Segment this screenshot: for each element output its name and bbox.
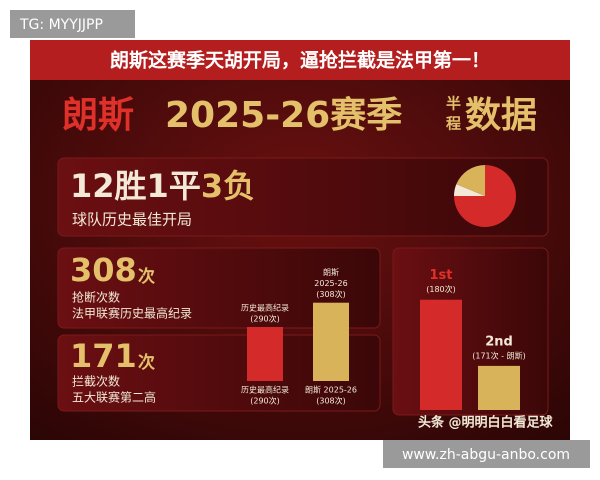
x-tick-label: (308次) [316,396,346,406]
rank-panel [392,247,549,416]
title-half: 半 [446,95,461,113]
record-note: 球队历史最佳开局 [72,211,192,229]
wins: 12胜 [70,167,147,205]
bar-annotation: 2025-26 [314,279,347,288]
interceptions-unit: 次 [138,352,155,373]
interceptions-note: 五大联赛第二高 [72,390,156,405]
tackles-number: 308 [70,251,137,289]
bar [420,299,462,410]
watermark-bg [10,10,135,38]
x-tick-label: 历史最高纪录 [241,385,289,395]
losses: 3负 [201,167,255,205]
pie-slice [454,184,485,196]
interceptions-label: 拦截次数 [72,374,120,389]
interceptions-number: 171 [70,337,137,375]
bar-annotation: 朗斯 [323,267,339,277]
bar-annotation: 历史最高纪录 [241,303,289,313]
value-label: (171次 - 朗斯) [472,350,525,360]
record: 12胜1平3负 [70,167,255,205]
title-suffix: 数据 [465,95,537,136]
interceptions-panel [57,334,381,412]
footer: 头条 @明明白白看足球 [418,415,554,431]
x-tick-label: 朗斯 2025-26 [305,385,357,395]
tackles-note: 法甲联赛历史最高纪录 [72,306,192,321]
bar-annotation: (290次) [250,314,280,324]
bar [247,327,283,381]
pie-slice [456,165,485,196]
watermark: TG: MYYJJPP [19,17,103,33]
tackles-unit: 次 [138,266,155,287]
x-tick-label: (290次) [250,396,280,406]
rank-label: 2nd [485,334,513,349]
url: www.zh-abgu-anbo.com [402,447,570,463]
tackles-label: 抢断次数 [72,290,120,305]
draws: 1平 [147,167,201,205]
bar-annotation: (308次) [316,289,346,299]
title-team: 朗斯 [62,95,134,136]
value-label: (180次) [426,284,456,294]
banner-bg [30,40,570,80]
title-half: 程 [446,115,461,133]
tackles-panel [57,247,381,329]
bar [313,302,349,381]
title-season: 2025-26赛季 [165,95,402,136]
rank-label: 1st [430,268,453,283]
url-bg [383,440,590,468]
record-panel [57,157,549,237]
banner: 朗斯这赛季天胡开局，逼抢拦截是法甲第一！ [110,49,490,72]
bar [478,365,520,410]
